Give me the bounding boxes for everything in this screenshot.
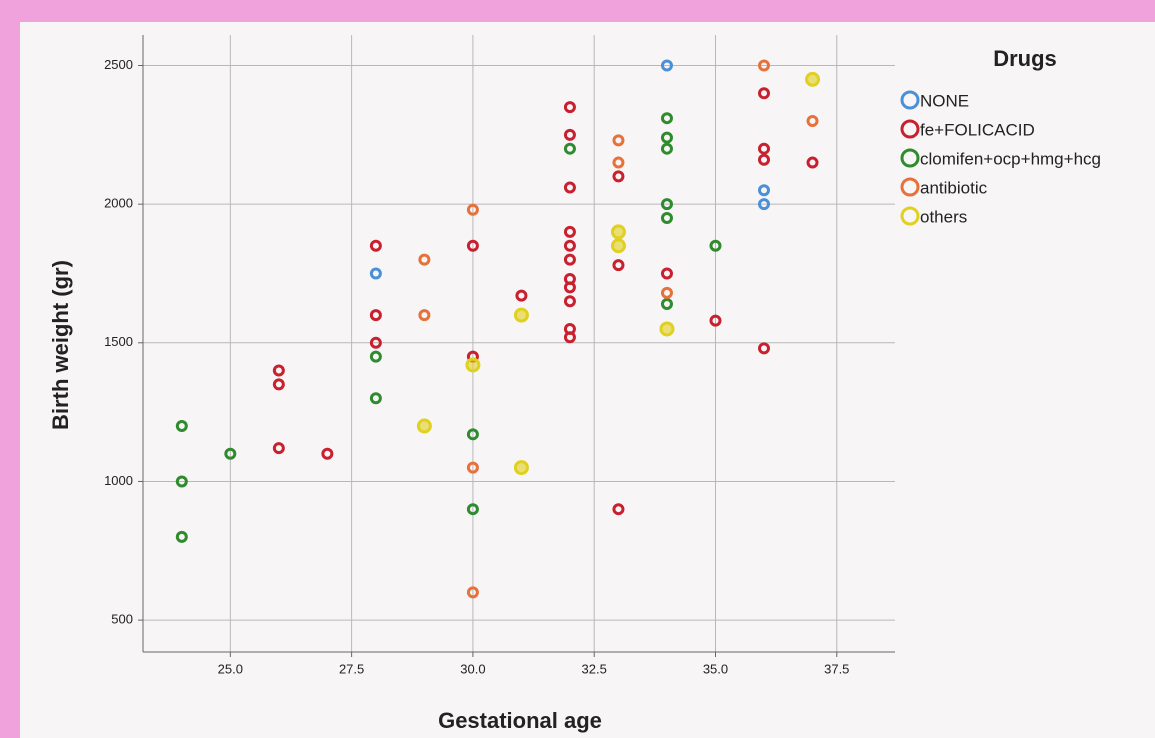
y-tick-label: 500 <box>111 612 133 627</box>
x-tick-label: 35.0 <box>703 661 728 676</box>
data-point <box>418 420 430 432</box>
x-tick-label: 30.0 <box>460 661 485 676</box>
legend-label: fe+FOLICACID <box>920 120 1035 139</box>
x-tick-label: 27.5 <box>339 661 364 676</box>
y-tick-label: 1500 <box>104 334 133 349</box>
chart: Gestational age Birth weight (gr) Drugs … <box>0 0 1155 738</box>
data-point <box>612 240 624 252</box>
data-point <box>612 226 624 238</box>
legend-label: antibiotic <box>920 178 988 197</box>
x-tick-label: 32.5 <box>582 661 607 676</box>
x-tick-label: 25.0 <box>218 661 243 676</box>
legend-label: others <box>920 207 967 226</box>
data-point <box>661 323 673 335</box>
x-axis-title: Gestational age <box>438 708 602 733</box>
data-point <box>515 309 527 321</box>
y-axis-title: Birth weight (gr) <box>48 260 73 430</box>
legend-label: clomifen+ocp+hmg+hcg <box>920 149 1101 168</box>
data-point <box>807 73 819 85</box>
y-tick-label: 2000 <box>104 196 133 211</box>
y-tick-label: 2500 <box>104 57 133 72</box>
x-tick-label: 37.5 <box>824 661 849 676</box>
page: {"chart_data": {"type": "scatter", "xlab… <box>0 0 1155 738</box>
y-tick-label: 1000 <box>104 473 133 488</box>
legend-title: Drugs <box>993 46 1057 71</box>
legend-label: NONE <box>920 91 969 110</box>
data-point <box>467 359 479 371</box>
data-point <box>515 462 527 474</box>
